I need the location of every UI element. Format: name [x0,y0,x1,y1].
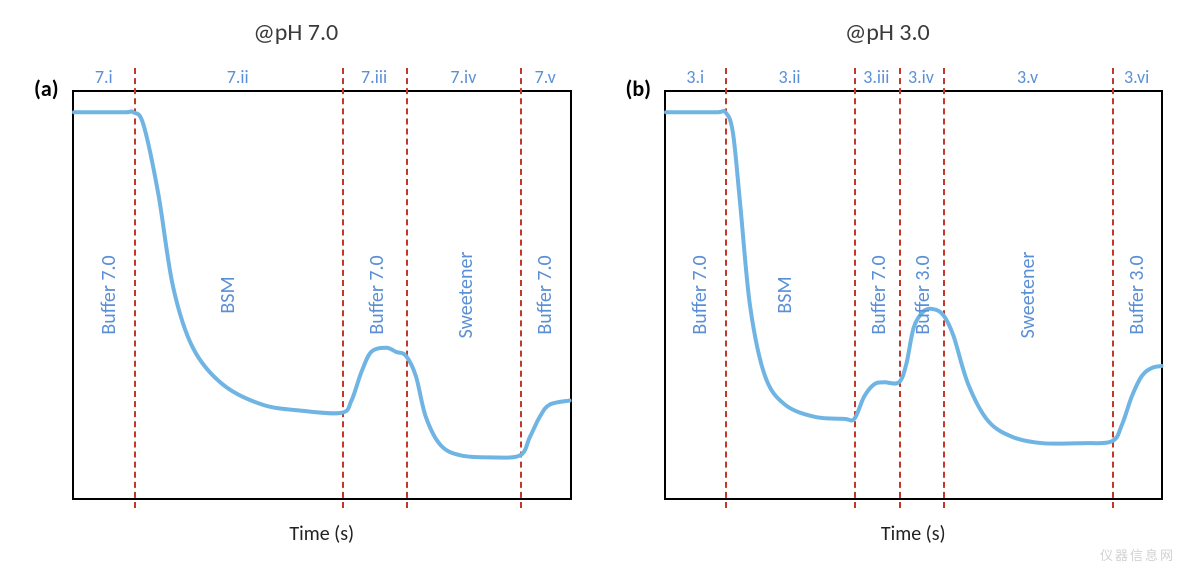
frequency-curve [74,92,570,498]
segment-name-label: Sweetener [454,252,478,339]
segment-name-label: BSM [216,276,240,313]
segment-index-label: 3.v [1017,66,1038,88]
segment-name-label: Buffer 3.0 [911,255,935,334]
segment-name-label: Buffer 3.0 [1125,255,1149,334]
segment-name-label: Buffer 7.0 [365,255,389,334]
x-axis-label: Time (s) [72,522,572,546]
segment-name-label: Buffer 7.0 [97,255,121,334]
plot-area: Frequency Shift (Hz)Time (s)3.iBuffer 7.… [664,90,1164,500]
segment-index-label: 3.vi [1124,66,1149,88]
segment-name-label: BSM [773,276,797,313]
segment-name-label: Buffer 7.0 [688,255,712,334]
segment-index-label: 3.i [686,66,704,88]
segment-name-label: Sweetener [1016,252,1040,339]
segment-index-label: 3.ii [779,66,801,88]
panel-a: @pH 7.0 (a) Frequency Shift (Hz)Time (s)7.… [0,0,592,570]
plot-area: Frequency Shift (Hz)Time (s)7.iBuffer 7.… [72,90,572,500]
segment-index-label: 7.v [535,66,556,88]
segment-index-label: 7.iii [361,66,387,88]
segment-name-label: Buffer 7.0 [867,255,891,334]
plot-box: 7.iBuffer 7.07.iiBSM7.iiiBuffer 7.07.ivS… [72,90,572,500]
segment-index-label: 3.iii [863,66,889,88]
segment-index-label: 7.ii [227,66,249,88]
panel-letter: (b) [626,75,652,102]
plot-box: 3.iBuffer 7.03.iiBSM3.iiiBuffer 7.03.ivB… [664,90,1164,500]
segment-name-label: Buffer 7.0 [533,255,557,334]
segment-index-label: 7.iv [450,66,476,88]
segment-index-label: 3.iv [908,66,934,88]
segment-index-label: 7.i [95,66,113,88]
panel-title: @pH 7.0 [0,18,592,47]
panel-b: @pH 3.0 (b) Frequency Shift (Hz)Time (s)3.… [592,0,1183,570]
panel-letter: (a) [34,75,59,102]
x-axis-label: Time (s) [664,522,1164,546]
panel-title: @pH 3.0 [592,18,1183,47]
